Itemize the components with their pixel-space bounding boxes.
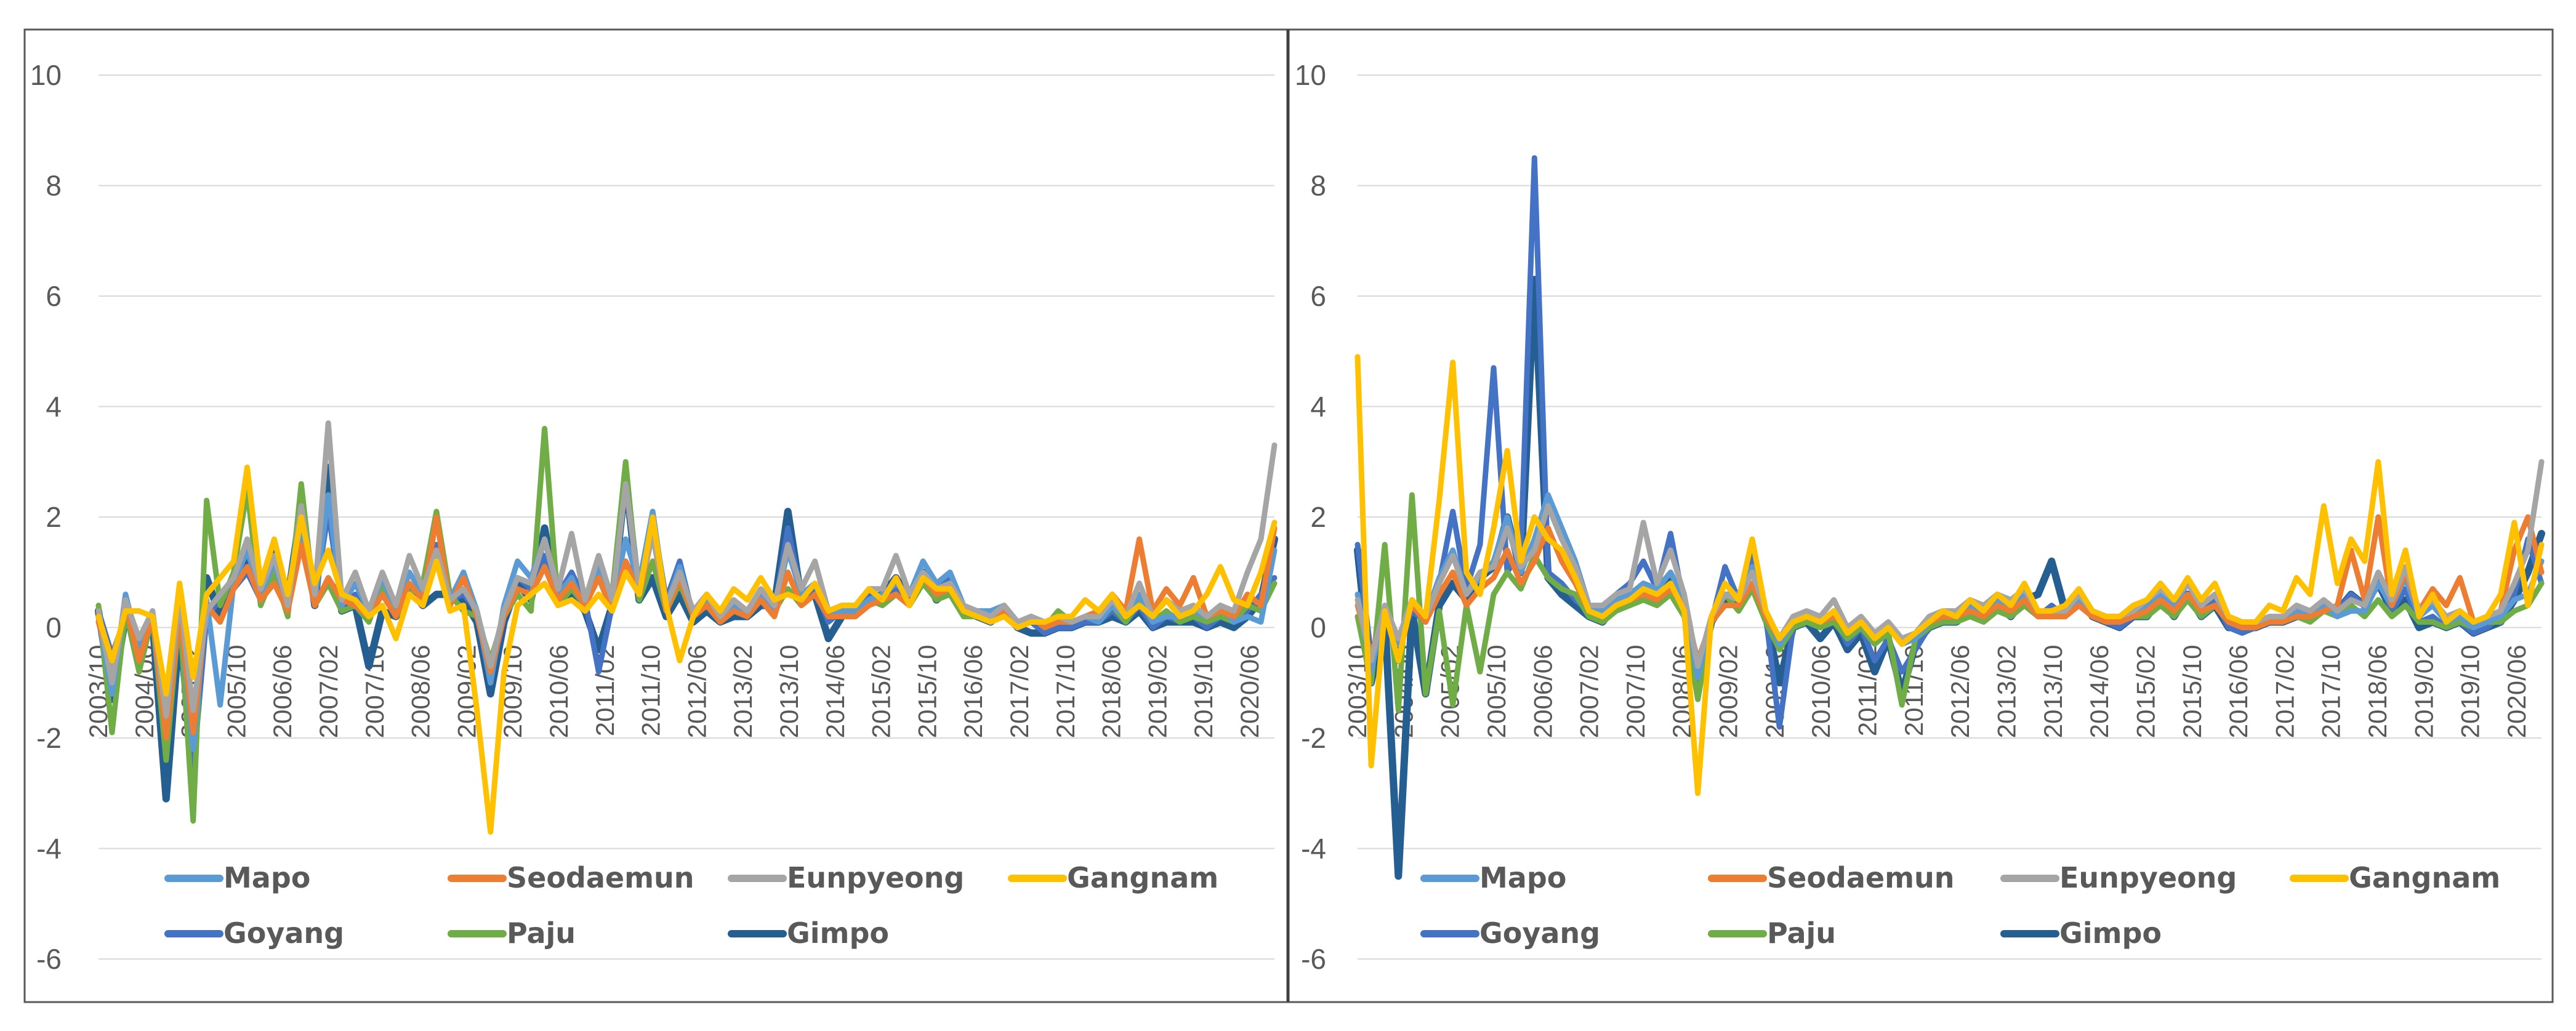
left-y-tick-label: 10 [30,59,62,91]
left-y-tick-label: 4 [46,391,62,423]
right-series-gangnam-line [1354,354,2545,796]
right-legend-label-paju: Paju [1767,917,1836,950]
left-y-tick-label: -6 [36,943,62,975]
right-x-tick-label: 2006/06 [1528,645,1557,739]
right-x-tick-label: 2020/06 [2502,645,2531,739]
right-y-tick-label: 4 [1310,391,1326,423]
left-x-tick-label: 2015/10 [912,645,941,739]
right-x-tick-label: 2013/02 [1992,645,2021,739]
right-y-tick-label: 2 [1310,501,1326,533]
right-y-tick-label: 6 [1310,280,1326,312]
left-x-tick-label: 2014/06 [821,645,850,739]
right-x-tick-label: 2019/10 [2456,644,2485,738]
left-x-tick-label: 2015/02 [867,645,896,739]
left-legend-label-eunpyeong: Eunpyeong [787,861,964,894]
right-legend-label-gangnam: Gangnam [2349,861,2500,894]
left-x-tick-label: 2018/06 [1097,645,1126,739]
right-x-tick-label: 2019/02 [2409,645,2438,739]
left-series-gangnam-line [95,464,1278,835]
right-x-tick-label: 2013/10 [2039,645,2067,739]
right-x-tick-label: 2009/02 [1714,645,1743,739]
right-x-tick-label: 2007/10 [1621,645,1650,739]
left-x-tick-label: 2007/02 [314,645,343,739]
left-x-tick-label: 2008/06 [406,645,435,739]
right-x-tick-label: 2005/10 [1482,645,1511,739]
right-legend-label-gimpo: Gimpo [2059,917,2162,950]
left-y-tick-label: -2 [36,722,62,754]
right-legend-label-eunpyeong: Eunpyeong [2059,861,2237,894]
right-y-tick-label: -2 [1301,722,1326,754]
left-x-tick-label: 2020/06 [1235,645,1264,739]
left-x-tick-label: 2011/10 [637,645,666,737]
left-legend-label-gimpo: Gimpo [787,917,889,950]
left-x-tick-label: 2013/10 [775,645,803,739]
right-x-tick-label: 2010/06 [1806,645,1835,739]
left-y-tick-label: 6 [46,280,62,312]
left-x-tick-label: 2017/10 [1051,645,1080,739]
left-x-tick-label: 2019/02 [1143,645,1172,739]
right-x-tick-label: 2014/06 [2085,645,2114,739]
left-legend-label-paju: Paju [507,917,576,950]
right-x-tick-label: 2015/10 [2178,645,2207,739]
left-x-tick-label: 2017/02 [1005,645,1034,739]
right-legend-label-mapo: Mapo [1479,861,1566,894]
right-legend-label-goyang: Goyang [1479,917,1600,950]
right-x-tick-label: 2015/02 [2131,645,2160,739]
right-x-tick-label: 2017/02 [2270,645,2299,739]
right-x-tick-label: 2018/06 [2363,645,2392,739]
right-y-tick-label: 10 [1295,59,1326,91]
left-y-tick-label: 2 [46,501,62,533]
left-legend-label-mapo: Mapo [223,861,310,894]
left-x-tick-label: 2012/06 [682,645,711,739]
left-legend-label-seodaemun: Seodaemun [507,861,694,894]
right-x-tick-label: 2017/10 [2317,645,2346,739]
right-x-tick-label: 2012/06 [1946,645,1974,739]
right-y-tick-label: -6 [1301,943,1326,975]
right-legend-label-seodaemun: Seodaemun [1767,861,1955,894]
left-legend-label-goyang: Goyang [223,917,344,950]
left-x-tick-label: 2006/06 [268,645,297,739]
left-x-tick-label: 2016/06 [959,645,988,739]
left-x-tick-label: 2019/10 [1189,645,1218,739]
right-y-tick-label: 8 [1310,170,1326,202]
left-x-tick-label: 2010/06 [544,645,573,739]
left-x-tick-label: 2013/02 [728,645,757,739]
right-y-tick-label: 0 [1310,612,1326,644]
right-x-tick-label: 2007/02 [1575,645,1604,739]
right-x-tick-label: 2016/06 [2224,645,2253,739]
right-y-tick-label: -4 [1301,833,1326,865]
left-y-tick-label: 8 [46,170,62,202]
left-y-tick-label: -4 [36,833,62,865]
left-legend-label-gangnam: Gangnam [1067,861,1218,894]
left-y-tick-label: 0 [46,612,62,644]
